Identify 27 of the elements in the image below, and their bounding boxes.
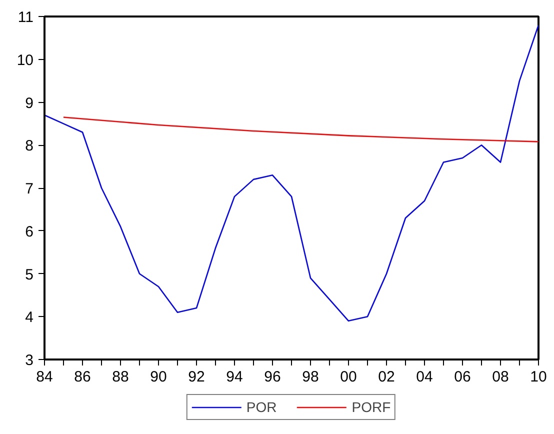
x-tick-label: 90 — [150, 368, 167, 386]
line-series — [44, 24, 538, 322]
x-tick-label: 96 — [264, 368, 281, 386]
x-tick-label: 08 — [492, 368, 509, 386]
x-tick-label: 92 — [188, 368, 205, 386]
y-tick-label: 5 — [25, 266, 34, 284]
x-tick-label: 86 — [74, 368, 91, 386]
y-tick-label: 4 — [25, 309, 34, 326]
x-tick-label: 84 — [36, 368, 53, 386]
y-tick-label: 9 — [25, 94, 34, 112]
x-tick-label: 00 — [340, 368, 357, 386]
y-tick-label: 11 — [18, 9, 34, 26]
line-series — [62, 116, 538, 142]
y-tick-label: 10 — [16, 52, 34, 69]
legend-label: POR — [246, 399, 277, 415]
y-tick-label: 8 — [25, 138, 34, 155]
y-tick-label: 3 — [25, 352, 34, 369]
x-tick-label: 98 — [302, 368, 319, 386]
x-tick-label: 02 — [378, 368, 395, 386]
y-tick-label: 7 — [25, 180, 34, 198]
x-tick-label: 04 — [416, 368, 433, 386]
y-tick-label: 6 — [25, 223, 34, 240]
x-tick-label: 10 — [530, 368, 547, 386]
legend-label: PORF — [352, 399, 391, 415]
x-tick-label: 06 — [454, 368, 471, 386]
x-tick-label: 88 — [112, 368, 129, 386]
x-tick-label: 94 — [226, 368, 243, 386]
